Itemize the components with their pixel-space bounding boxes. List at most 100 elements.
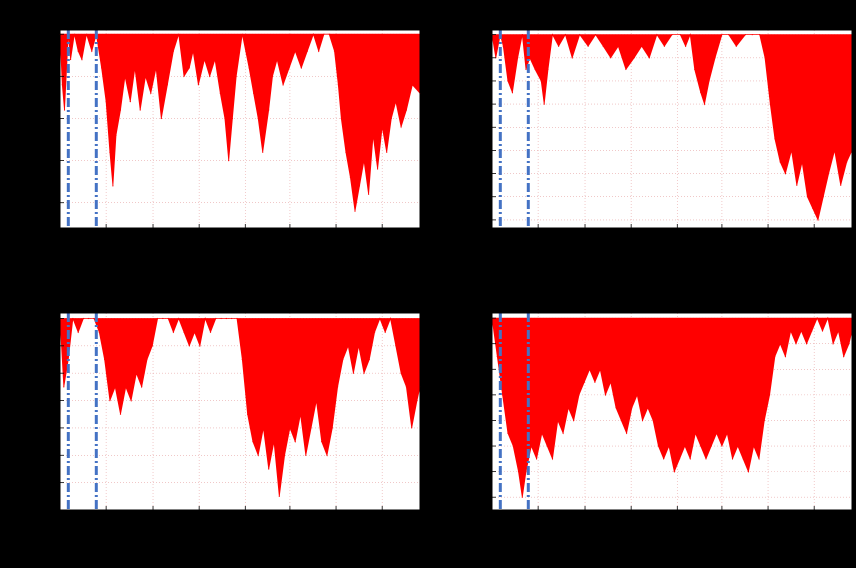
data-point-23 [155, 67, 157, 69]
data-point-54 [318, 50, 320, 52]
data-point-29 [209, 331, 212, 333]
data-point-41 [273, 441, 275, 443]
data-point-7 [93, 317, 95, 320]
data-point-45 [294, 441, 296, 443]
data-point-45 [764, 57, 766, 59]
data-point-27 [648, 57, 650, 59]
data-point-67 [411, 427, 413, 429]
chart-title: Crude Oil [196, 7, 284, 29]
data-point-4 [512, 445, 514, 447]
chart-title: SP500 [642, 7, 702, 29]
data-point-2 [502, 394, 504, 396]
data-point-31 [679, 34, 681, 36]
data-point-22 [172, 331, 174, 333]
data-point-35 [700, 91, 702, 94]
data-point-1 [496, 355, 498, 358]
data-point-49 [288, 67, 290, 69]
data-point-46 [271, 75, 274, 77]
data-point-55 [347, 345, 349, 347]
data-point-39 [721, 34, 723, 36]
data-point-60 [374, 331, 376, 333]
data-point-69 [386, 151, 388, 153]
data-point-34 [668, 445, 670, 447]
y-tick-label-4: −0.08 [30, 424, 56, 434]
data-point-29 [188, 67, 190, 69]
y-tick-label-1: −0.02 [462, 54, 488, 64]
data-point-47 [737, 445, 739, 447]
data-point-47 [276, 58, 278, 61]
y-tick-label-1: −0.05 [30, 72, 56, 82]
data-point-34 [236, 317, 238, 320]
data-point-6 [521, 496, 523, 498]
data-point-30 [647, 407, 649, 409]
data-point-74 [411, 84, 413, 86]
y-tick-label-7: −0.14 [462, 493, 488, 503]
data-point-14 [562, 432, 564, 434]
data-point-27 [631, 407, 633, 409]
data-point-18 [151, 345, 153, 347]
data-point-22 [150, 92, 152, 94]
data-point-3 [72, 317, 74, 320]
series-area [59, 32, 421, 212]
data-point-3 [507, 432, 509, 434]
data-point-20 [594, 381, 596, 383]
data-point-19 [589, 368, 591, 370]
data-point-41 [735, 45, 737, 47]
data-point-5 [511, 91, 513, 94]
data-point-39 [262, 427, 264, 429]
data-point-15 [567, 407, 570, 409]
data-point-48 [779, 161, 781, 163]
data-point-14 [112, 185, 114, 187]
y-tick-label-5: −0.10 [30, 451, 56, 461]
data-point-33 [689, 34, 691, 36]
data-point-42 [710, 445, 712, 447]
data-point-34 [694, 68, 696, 70]
data-point-14 [130, 400, 132, 402]
x-axis-label: Date [229, 551, 251, 561]
data-point-37 [684, 445, 686, 447]
data-point-56 [352, 372, 354, 374]
data-point-48 [742, 458, 744, 460]
data-point-52 [306, 50, 308, 52]
data-point-11 [546, 445, 548, 447]
data-point-31 [652, 419, 654, 422]
data-point-19 [587, 45, 589, 47]
data-point-27 [199, 345, 201, 347]
data-point-35 [241, 358, 243, 361]
data-point-43 [284, 454, 286, 456]
data-point-73 [405, 109, 407, 111]
data-point-12 [119, 413, 122, 415]
data-point-20 [595, 34, 597, 36]
data-point-24 [160, 117, 162, 120]
y-tick-label-2: −0.10 [30, 114, 56, 124]
y-tick-label-2: −0.04 [30, 369, 56, 379]
data-point-54 [342, 358, 344, 361]
data-point-72 [400, 126, 402, 128]
data-point-26 [172, 50, 174, 52]
data-point-33 [231, 317, 233, 320]
plot-frame [59, 29, 421, 229]
data-point-46 [731, 458, 734, 460]
data-point-29 [641, 419, 644, 422]
data-point-13 [109, 151, 111, 153]
data-point-59 [840, 184, 842, 186]
data-point-16 [141, 386, 143, 388]
y-tick-label-8: −0.16 [462, 216, 488, 226]
series-area [59, 317, 421, 497]
data-point-63 [821, 330, 824, 332]
data-point-50 [321, 441, 323, 443]
data-point-15 [135, 372, 137, 374]
data-point-38 [231, 117, 233, 120]
data-point-12 [543, 103, 545, 105]
data-point-39 [694, 432, 697, 434]
data-point-30 [192, 50, 194, 52]
data-point-32 [657, 445, 660, 447]
plot-frame [491, 29, 853, 229]
data-point-32 [225, 317, 227, 320]
data-point-24 [183, 331, 185, 333]
data-point-40 [728, 34, 730, 36]
y-axis-label: Returns [439, 111, 449, 146]
y-tick-label-4: −0.20 [30, 199, 56, 209]
data-point-64 [363, 160, 365, 162]
